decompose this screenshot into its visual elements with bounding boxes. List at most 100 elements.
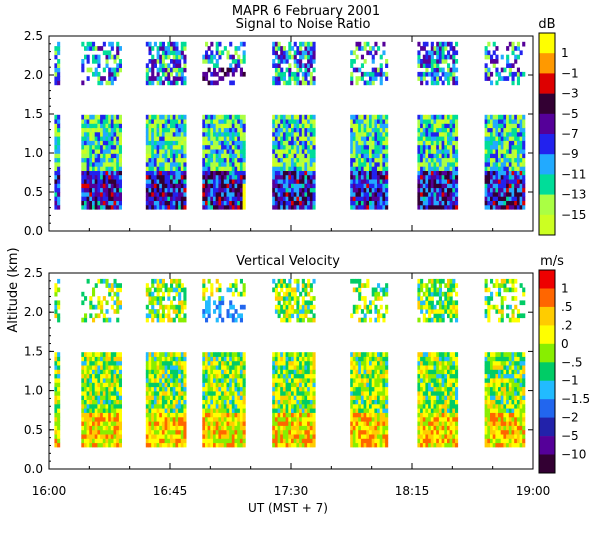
heatmap-cell <box>207 114 211 120</box>
heatmap-cell <box>218 140 222 146</box>
heatmap-cell <box>272 119 276 124</box>
heatmap-cell <box>455 80 459 86</box>
heatmap-cell <box>218 399 222 405</box>
heatmap-cell <box>285 373 289 379</box>
heatmap-cell <box>484 123 488 129</box>
heatmap-cell <box>239 356 243 362</box>
heatmap-cell <box>180 54 184 60</box>
heatmap-cell <box>54 179 58 184</box>
heatmap-cell <box>498 149 502 154</box>
heatmap-cell <box>89 352 93 357</box>
heatmap-cell <box>102 429 106 435</box>
x-axis-label: UT (MST + 7) <box>248 501 328 515</box>
heatmap-cell <box>213 80 217 86</box>
heatmap-cell <box>153 187 157 193</box>
heatmap-cell <box>280 127 284 133</box>
heatmap-cell <box>358 356 362 362</box>
heatmap-cell <box>519 119 523 124</box>
heatmap-cell <box>312 41 316 47</box>
heatmap-cell <box>175 80 179 86</box>
heatmap-cell <box>113 412 117 418</box>
heatmap-cell <box>102 196 106 201</box>
heatmap-cell <box>422 157 426 163</box>
heatmap-cell <box>296 416 300 422</box>
heatmap-cell <box>207 192 211 197</box>
heatmap-cell <box>522 196 526 201</box>
heatmap-cell <box>280 403 284 409</box>
heatmap-cell <box>86 434 90 439</box>
heatmap-cell <box>161 278 165 284</box>
heatmap-cell <box>202 425 206 431</box>
heatmap-cell <box>205 162 209 167</box>
heatmap-cell <box>516 204 520 210</box>
heatmap-cell <box>108 41 112 47</box>
heatmap-cell <box>444 144 448 150</box>
heatmap-cell <box>86 170 90 176</box>
heatmap-cell <box>299 399 303 405</box>
heatmap-cell <box>503 76 507 81</box>
heatmap-cell <box>449 144 453 150</box>
heatmap-cell <box>226 162 230 167</box>
heatmap-cell <box>355 46 359 51</box>
heatmap-cell <box>422 76 426 81</box>
heatmap-cell <box>516 140 520 146</box>
heatmap-cell <box>379 187 383 193</box>
heatmap-cell <box>280 76 284 81</box>
heatmap-cell <box>304 183 308 189</box>
heatmap-cell <box>57 356 61 362</box>
heatmap-cell <box>180 399 184 405</box>
observation-segment <box>81 278 122 448</box>
heatmap-cell <box>205 399 209 405</box>
heatmap-cell <box>210 438 214 444</box>
heatmap-cell <box>223 127 227 133</box>
heatmap-cell <box>280 187 284 193</box>
heatmap-cell <box>291 204 295 210</box>
heatmap-cell <box>86 278 90 284</box>
heatmap-cell <box>438 183 442 189</box>
heatmap-cell <box>487 196 491 201</box>
heatmap-cell <box>231 304 235 310</box>
heatmap-cell <box>145 157 149 163</box>
heatmap-cell <box>164 63 168 68</box>
heatmap-cell <box>309 157 313 163</box>
heatmap-cell <box>358 41 362 47</box>
heatmap-cell <box>490 59 494 64</box>
heatmap-cell <box>355 41 359 47</box>
heatmap-cell <box>237 403 241 409</box>
heatmap-cell <box>293 296 297 301</box>
heatmap-cell <box>172 425 176 431</box>
heatmap-cell <box>304 63 308 68</box>
heatmap-cell <box>81 425 85 431</box>
heatmap-cell <box>274 356 278 362</box>
heatmap-cell <box>369 204 373 210</box>
heatmap-cell <box>202 204 206 210</box>
heatmap-cell <box>511 71 515 77</box>
heatmap-cell <box>167 434 171 439</box>
heatmap-cell <box>92 386 96 392</box>
heatmap-cell <box>231 200 235 206</box>
heatmap-cell <box>178 309 182 314</box>
heatmap-cell <box>110 196 114 201</box>
heatmap-cell <box>242 71 246 77</box>
heatmap-cell <box>242 369 246 375</box>
heatmap-cell <box>299 80 303 86</box>
heatmap-cell <box>207 162 211 167</box>
heatmap-cell <box>242 408 246 413</box>
heatmap-cell <box>105 200 109 206</box>
heatmap-cell <box>495 67 499 73</box>
heatmap-cell <box>148 434 152 439</box>
heatmap-cell <box>89 200 93 206</box>
heatmap-cell <box>172 421 176 426</box>
heatmap-cell <box>116 399 120 405</box>
heatmap-cell <box>280 360 284 366</box>
heatmap-cell <box>202 395 206 400</box>
heatmap-cell <box>487 179 491 184</box>
heatmap-cell <box>355 438 359 444</box>
heatmap-cell <box>183 46 187 51</box>
heatmap-cell <box>455 76 459 81</box>
heatmap-cell <box>433 170 437 176</box>
heatmap-cell <box>301 54 305 60</box>
heatmap-cell <box>164 140 168 146</box>
heatmap-cell <box>223 352 227 357</box>
heatmap-cell <box>379 153 383 159</box>
